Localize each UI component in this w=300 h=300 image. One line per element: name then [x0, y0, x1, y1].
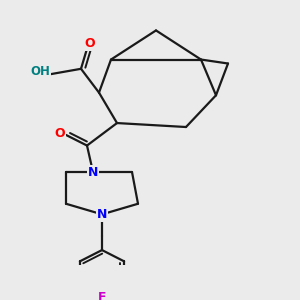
Text: OH: OH	[31, 65, 50, 78]
Text: F: F	[98, 291, 106, 300]
Text: N: N	[97, 208, 107, 221]
Text: O: O	[85, 37, 95, 50]
Text: N: N	[88, 166, 98, 178]
Text: O: O	[55, 127, 65, 140]
